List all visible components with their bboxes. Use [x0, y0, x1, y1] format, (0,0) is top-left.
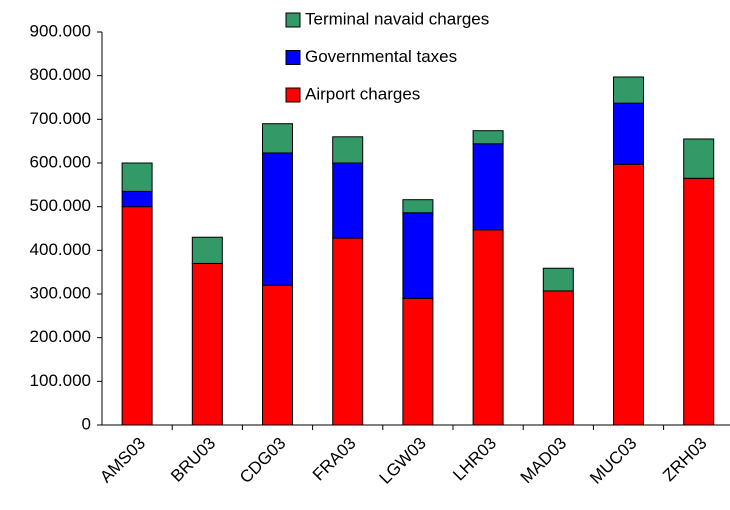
bar-segment [542, 290, 574, 426]
y-tick-label: 100.000 [30, 371, 91, 390]
bar-segment [542, 267, 574, 292]
y-tick-label: 900.000 [30, 21, 91, 40]
bar-segment [472, 130, 504, 145]
legend-swatch [285, 12, 301, 28]
y-tick-label: 0 [82, 414, 91, 433]
y-tick-label: 700.000 [30, 109, 91, 128]
legend-label: Governmental taxes [305, 47, 457, 66]
bar-segment [472, 143, 504, 231]
bar-segment [191, 262, 223, 426]
legend-swatch [285, 50, 301, 65]
bar-segment [121, 162, 153, 192]
bar-segment [332, 237, 364, 426]
bar-segment [683, 138, 715, 179]
x-tick-label: LHR03 [449, 434, 500, 485]
legend-swatch [285, 87, 301, 103]
x-tick-label: FRA03 [309, 434, 360, 485]
bar-segment [613, 102, 644, 165]
x-tick-label: MAD03 [517, 434, 571, 488]
legend-label: Terminal navaid charges [305, 9, 489, 28]
bar-segment [613, 163, 644, 426]
legend-label: Airport charges [305, 84, 420, 103]
bar-segment [262, 284, 293, 426]
bar-segment [262, 152, 293, 286]
bar-segment [402, 212, 434, 299]
bar-segment [121, 206, 153, 426]
x-tick-label: AMS03 [96, 434, 149, 487]
bar-segment [332, 136, 364, 164]
bar-segment [262, 123, 293, 154]
bar-segment [472, 229, 504, 426]
y-tick-label: 800.000 [30, 65, 91, 84]
y-tick-label: 400.000 [30, 240, 91, 259]
bar-segment [683, 177, 715, 426]
bar-segment [613, 76, 644, 104]
x-tick-label: BRU03 [167, 434, 219, 486]
bar-segment [402, 297, 434, 426]
bar-segment [402, 199, 434, 214]
bar-segment [191, 236, 223, 264]
x-tick-label: LGW03 [376, 434, 430, 488]
x-tick-label: ZRH03 [659, 434, 711, 486]
bar-segment [121, 190, 153, 208]
y-tick-label: 500.000 [30, 196, 91, 215]
x-tick-label: CDG03 [236, 434, 290, 488]
bar-segment [332, 162, 364, 239]
x-tick-label: MUC03 [586, 434, 640, 488]
y-tick-label: 300.000 [30, 283, 91, 302]
y-tick-label: 200.000 [30, 327, 91, 346]
y-tick-label: 600.000 [30, 152, 91, 171]
